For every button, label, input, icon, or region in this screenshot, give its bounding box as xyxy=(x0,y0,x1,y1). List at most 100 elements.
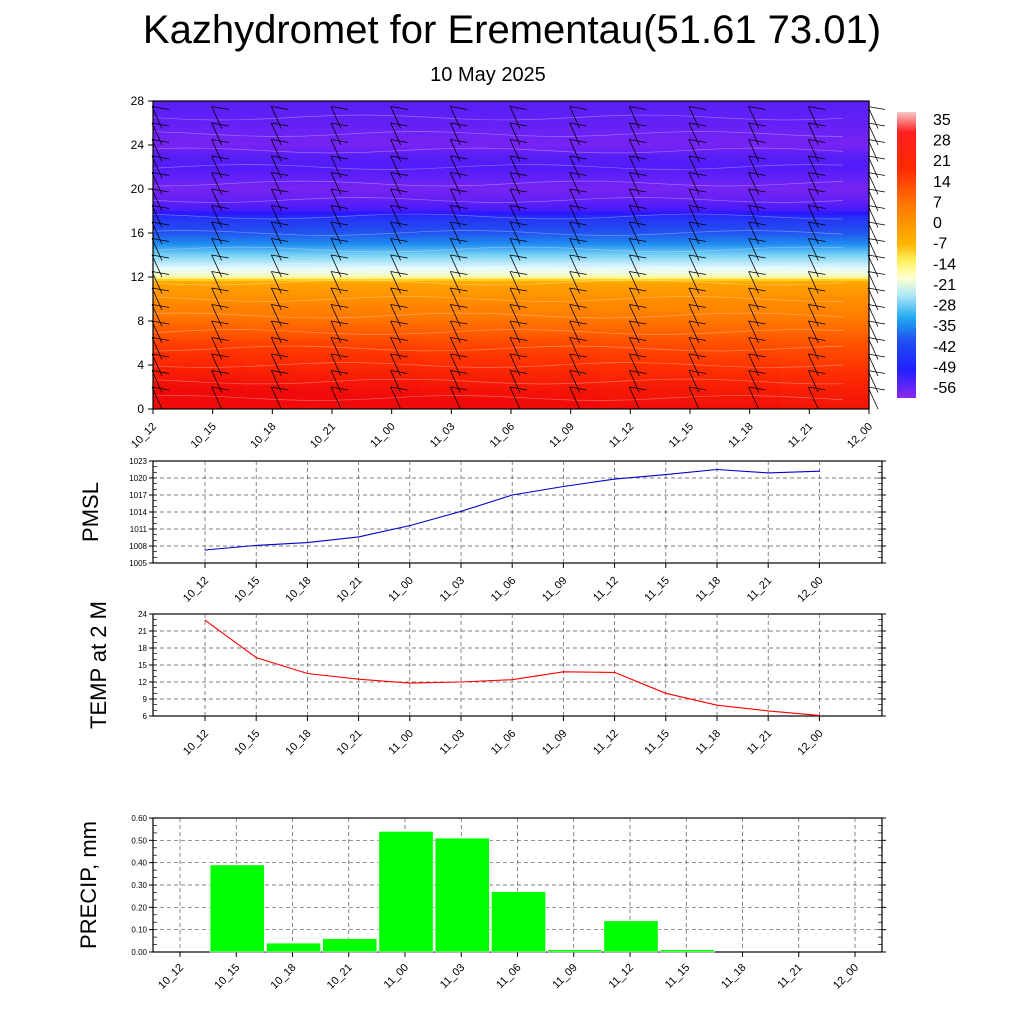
heatmap-cell xyxy=(421,341,512,344)
heatmap-cell xyxy=(600,315,691,318)
heatmap-cell xyxy=(153,215,244,218)
heatmap-cell xyxy=(332,145,423,148)
heatmap-cell xyxy=(242,235,333,238)
x-tick-label: 10_21 xyxy=(335,575,365,605)
heatmap-cell xyxy=(421,103,512,106)
heatmap-cell xyxy=(779,293,870,296)
heatmap-cell xyxy=(332,227,423,230)
heatmap-cell xyxy=(421,359,512,362)
wind-barb xyxy=(688,287,700,311)
heatmap-cell xyxy=(690,353,781,356)
heatmap-cell xyxy=(511,191,602,194)
wind-barb xyxy=(270,287,282,311)
x-tick-label: 11_18 xyxy=(726,421,756,451)
heatmap-cell xyxy=(153,331,244,334)
heatmap-cell xyxy=(153,183,244,186)
heatmap-cell xyxy=(511,405,602,408)
heatmap-cell xyxy=(153,307,244,310)
heatmap-cell xyxy=(242,189,333,192)
heatmap-cell xyxy=(690,123,781,126)
heatmap-cell xyxy=(779,271,870,274)
heatmap-cell xyxy=(332,379,423,382)
heatmap-cell xyxy=(153,381,244,384)
wind-barb xyxy=(748,287,760,311)
wind-barb xyxy=(509,304,521,327)
heatmap-cell xyxy=(242,163,333,166)
wind-barb xyxy=(390,139,402,162)
wind-barb xyxy=(330,254,342,278)
heatmap-cell xyxy=(511,247,602,250)
isoline xyxy=(152,296,844,302)
heatmap-cell xyxy=(600,301,691,304)
heatmap-cell xyxy=(332,355,423,358)
heatmap-cell xyxy=(779,185,870,188)
heatmap-cell xyxy=(690,145,781,148)
heatmap-cell xyxy=(332,175,423,178)
heatmap-cell xyxy=(600,267,691,270)
heatmap-cell xyxy=(779,261,870,264)
heatmap-cell xyxy=(242,281,333,284)
y-tick-label: 0 xyxy=(137,402,144,416)
wind-barb xyxy=(449,188,461,212)
x-tick-label: 10_12 xyxy=(181,728,211,758)
heatmap-cell xyxy=(690,191,781,194)
heatmap-cell xyxy=(332,193,423,196)
heatmap-cell xyxy=(779,359,870,362)
heatmap-cell xyxy=(332,235,423,238)
wind-barb xyxy=(867,320,879,344)
heatmap-cell xyxy=(421,327,512,330)
heatmap-cell xyxy=(153,233,244,236)
heatmap-cell xyxy=(600,101,691,104)
heatmap-cell xyxy=(511,261,602,264)
y-tick-label: 0.40 xyxy=(131,859,147,868)
heatmap-cell xyxy=(153,365,244,368)
heatmap-cell xyxy=(690,215,781,218)
heatmap-cell xyxy=(511,101,602,104)
wind-barb xyxy=(270,353,282,377)
wind-barb xyxy=(449,172,461,195)
wind-barb xyxy=(151,106,163,129)
heatmap-cell xyxy=(690,391,781,394)
heatmap-cell xyxy=(690,369,781,372)
heatmap-cell xyxy=(332,271,423,274)
heatmap-cell xyxy=(600,121,691,124)
data-point xyxy=(511,679,513,681)
heatmap-cell xyxy=(332,225,423,228)
data-point xyxy=(767,710,769,712)
heatmap-cell xyxy=(242,279,333,282)
heatmap-cell xyxy=(421,239,512,242)
heatmap-cell xyxy=(332,173,423,176)
heatmap-cell xyxy=(332,233,423,236)
heatmap-cell xyxy=(779,377,870,380)
heatmap-cell xyxy=(690,309,781,312)
heatmap-cell xyxy=(242,121,333,124)
heatmap-cell xyxy=(511,159,602,162)
wind-barb xyxy=(390,155,402,179)
wind-barb xyxy=(270,386,282,410)
wind-barb-flag xyxy=(390,106,408,110)
wind-barb-flag xyxy=(509,106,528,110)
data-point xyxy=(767,472,769,474)
heatmap-cell xyxy=(153,309,244,312)
heatmap-cell xyxy=(242,315,333,318)
heatmap-cell xyxy=(779,173,870,176)
heatmap-cell xyxy=(421,225,512,228)
heatmap-cell xyxy=(153,109,244,112)
wind-barb xyxy=(509,106,521,129)
heatmap-cell xyxy=(153,401,244,404)
heatmap-cell xyxy=(600,213,691,216)
heatmap-cell xyxy=(511,177,602,180)
heatmap-cell xyxy=(153,239,244,242)
heatmap-cell xyxy=(242,201,333,204)
heatmap-cell xyxy=(511,311,602,314)
heatmap-cell xyxy=(421,309,512,312)
heatmap-cell xyxy=(242,151,333,154)
heatmap-cell xyxy=(421,235,512,238)
wind-barb xyxy=(509,205,521,228)
heatmap-cell xyxy=(153,135,244,138)
wind-barb xyxy=(569,155,581,179)
heatmap-cell xyxy=(779,291,870,294)
heatmap-cell xyxy=(332,349,423,352)
heatmap-cell xyxy=(153,267,244,270)
wind-barb xyxy=(211,205,223,228)
